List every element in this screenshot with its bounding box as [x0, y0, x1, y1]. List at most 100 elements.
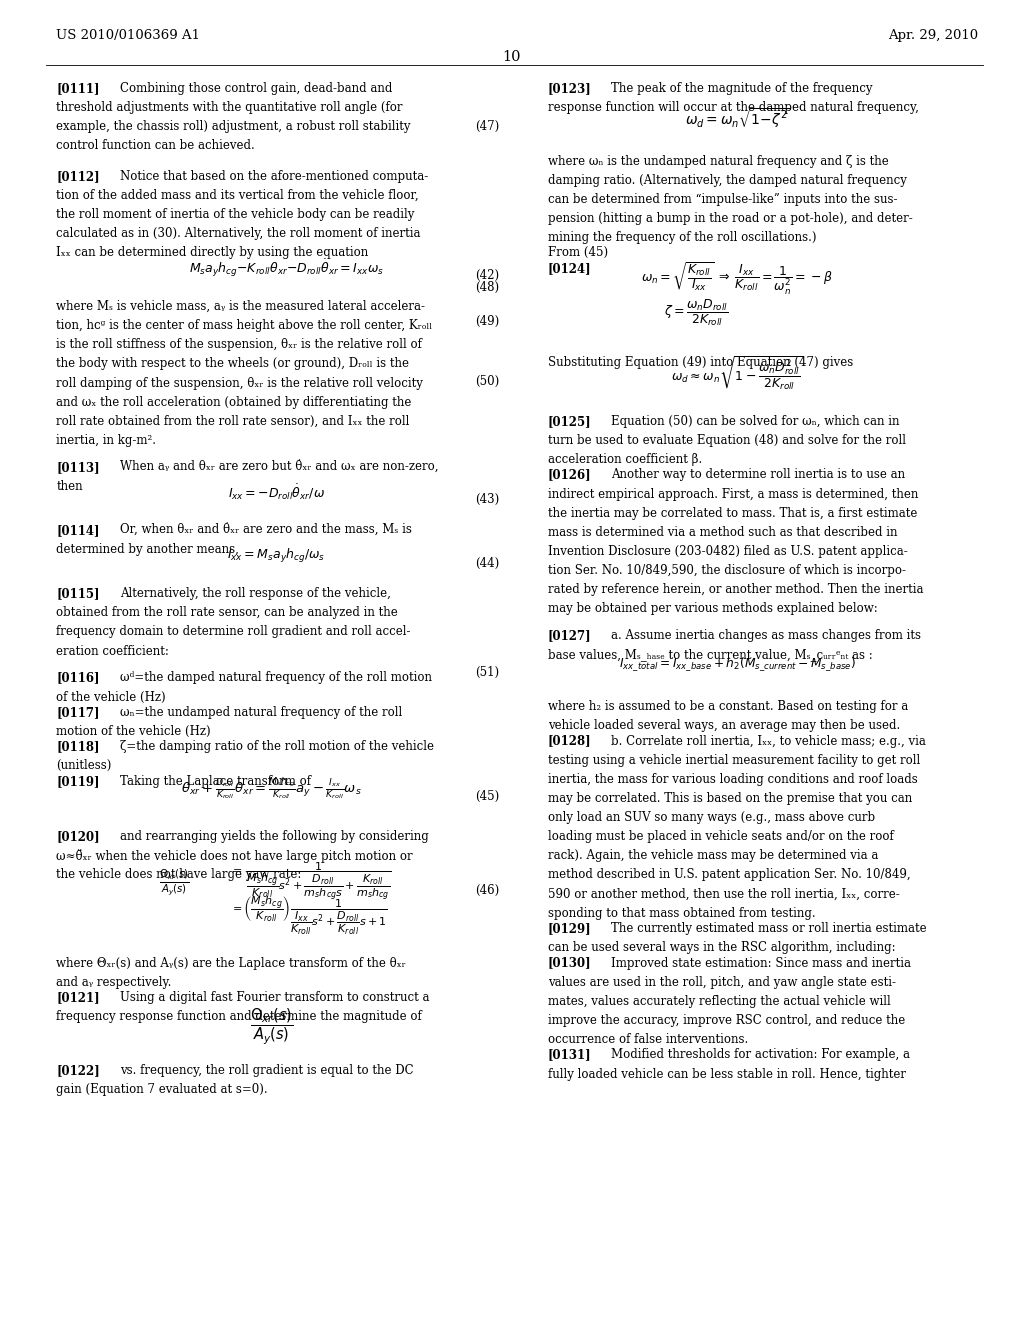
- Text: $=\left(\dfrac{M_s h_{cg}}{K_{roll}}\right)\dfrac{1}{\dfrac{I_{xx}}{K_{roll}}s^2: $=\left(\dfrac{M_s h_{cg}}{K_{roll}}\rig…: [230, 895, 388, 937]
- Text: tion Ser. No. 10/849,590, the disclosure of which is incorpo-: tion Ser. No. 10/849,590, the disclosure…: [548, 564, 906, 577]
- Text: Improved state estimation: Since mass and inertia: Improved state estimation: Since mass an…: [611, 957, 911, 969]
- Text: the inertia may be correlated to mass. That is, a first estimate: the inertia may be correlated to mass. T…: [548, 507, 918, 520]
- Text: $\dfrac{\Theta_{xr}(s)}{A_y(s)}$: $\dfrac{\Theta_{xr}(s)}{A_y(s)}$: [250, 1007, 293, 1048]
- Text: [0131]: [0131]: [548, 1048, 592, 1061]
- Text: where ωₙ is the undamped natural frequency and ζ is the: where ωₙ is the undamped natural frequen…: [548, 154, 889, 168]
- Text: values are used in the roll, pitch, and yaw angle state esti-: values are used in the roll, pitch, and …: [548, 975, 896, 989]
- Text: improve the accuracy, improve RSC control, and reduce the: improve the accuracy, improve RSC contro…: [548, 1014, 905, 1027]
- Text: $\omega_d\approx\omega_n\sqrt{1-\dfrac{\omega_n D_{roll}^2}{2K_{roll}}}$: $\omega_d\approx\omega_n\sqrt{1-\dfrac{\…: [671, 354, 804, 392]
- Text: of the vehicle (Hz): of the vehicle (Hz): [56, 690, 166, 704]
- Text: inertia, in kg-m².: inertia, in kg-m².: [56, 434, 157, 447]
- Text: ζ=the damping ratio of the roll motion of the vehicle: ζ=the damping ratio of the roll motion o…: [120, 741, 434, 754]
- Text: [0117]: [0117]: [56, 706, 99, 719]
- Text: base values, Mₛ_ₕₐₛₑ to the current value, Mₛ_ᴄᵤᵣᵣᵉₙₜ as :: base values, Mₛ_ₕₐₛₑ to the current valu…: [548, 648, 872, 661]
- Text: Combining those control gain, dead-band and: Combining those control gain, dead-band …: [120, 82, 392, 95]
- Text: [0113]: [0113]: [56, 461, 100, 474]
- Text: $I_{xx}{=}{-}D_{roll}\dot\theta_{xr}/\omega$: $I_{xx}{=}{-}D_{roll}\dot\theta_{xr}/\om…: [228, 483, 325, 502]
- Text: sponding to that mass obtained from testing.: sponding to that mass obtained from test…: [548, 907, 815, 920]
- Text: indirect empirical approach. First, a mass is determined, then: indirect empirical approach. First, a ma…: [548, 487, 919, 500]
- Text: [0130]: [0130]: [548, 957, 592, 969]
- Text: (49): (49): [475, 315, 500, 329]
- Text: testing using a vehicle inertial measurement facility to get roll: testing using a vehicle inertial measure…: [548, 754, 921, 767]
- Text: [0111]: [0111]: [56, 82, 99, 95]
- Text: inertia, the mass for various loading conditions and roof loads: inertia, the mass for various loading co…: [548, 772, 918, 785]
- Text: [0127]: [0127]: [548, 630, 592, 643]
- Text: [0120]: [0120]: [56, 830, 100, 843]
- Text: rack). Again, the vehicle mass may be determined via a: rack). Again, the vehicle mass may be de…: [548, 849, 879, 862]
- Text: [0125]: [0125]: [548, 414, 592, 428]
- Text: $I_{xx\_total}=I_{xx\_base}+h_2(M_{s\_current}-M_{s\_base})$: $I_{xx\_total}=I_{xx\_base}+h_2(M_{s\_cu…: [618, 655, 856, 673]
- Text: where Θₓᵣ(s) and Aᵧ(s) are the Laplace transform of the θₓᵣ: where Θₓᵣ(s) and Aᵧ(s) are the Laplace t…: [56, 957, 407, 969]
- Text: $\omega_d{=}\omega_n\sqrt{1{-}\zeta^2}$: $\omega_d{=}\omega_n\sqrt{1{-}\zeta^2}$: [685, 107, 790, 131]
- Text: (43): (43): [475, 494, 500, 507]
- Text: and ωₓ the roll acceleration (obtained by differentiating the: and ωₓ the roll acceleration (obtained b…: [56, 396, 412, 409]
- Text: US 2010/0106369 A1: US 2010/0106369 A1: [56, 29, 201, 42]
- Text: eration coefficient:: eration coefficient:: [56, 644, 169, 657]
- Text: the vehicle does not have large yaw rate:: the vehicle does not have large yaw rate…: [56, 869, 302, 882]
- Text: may be correlated. This is based on the premise that you can: may be correlated. This is based on the …: [548, 792, 912, 805]
- Text: mining the frequency of the roll oscillations.): mining the frequency of the roll oscilla…: [548, 231, 816, 244]
- Text: $\omega_n=\sqrt{\dfrac{K_{roll}}{I_{xx}}}\;\Rightarrow\;\dfrac{I_{xx}}{K_{roll}}: $\omega_n=\sqrt{\dfrac{K_{roll}}{I_{xx}}…: [641, 261, 834, 297]
- Text: roll damping of the suspension, θₓᵣ is the relative roll velocity: roll damping of the suspension, θₓᵣ is t…: [56, 376, 423, 389]
- Text: The peak of the magnitude of the frequency: The peak of the magnitude of the frequen…: [611, 82, 872, 95]
- Text: threshold adjustments with the quantitative roll angle (for: threshold adjustments with the quantitat…: [56, 102, 402, 114]
- Text: tion, hᴄᵍ is the center of mass height above the roll center, Kᵣₒₗₗ: tion, hᴄᵍ is the center of mass height a…: [56, 319, 432, 333]
- Text: $\zeta=\dfrac{\omega_n D_{roll}}{2K_{roll}}$: $\zeta=\dfrac{\omega_n D_{roll}}{2K_{rol…: [665, 298, 728, 329]
- Text: calculated as in (30). Alternatively, the roll moment of inertia: calculated as in (30). Alternatively, th…: [56, 227, 421, 240]
- Text: Invention Disclosure (203-0482) filed as U.S. patent applica-: Invention Disclosure (203-0482) filed as…: [548, 545, 907, 558]
- Text: fully loaded vehicle can be less stable in roll. Hence, tighter: fully loaded vehicle can be less stable …: [548, 1068, 906, 1081]
- Text: (45): (45): [475, 789, 500, 803]
- Text: acceleration coefficient β.: acceleration coefficient β.: [548, 453, 702, 466]
- Text: can be used several ways in the RSC algorithm, including:: can be used several ways in the RSC algo…: [548, 941, 895, 954]
- Text: where Mₛ is vehicle mass, aᵧ is the measured lateral accelera-: where Mₛ is vehicle mass, aᵧ is the meas…: [56, 300, 425, 313]
- Text: vehicle loaded several ways, an average may then be used.: vehicle loaded several ways, an average …: [548, 719, 900, 733]
- Text: (50): (50): [475, 375, 500, 388]
- Text: is the roll stiffness of the suspension, θₓᵣ is the relative roll of: is the roll stiffness of the suspension,…: [56, 338, 422, 351]
- Text: control function can be achieved.: control function can be achieved.: [56, 140, 255, 152]
- Text: (44): (44): [475, 557, 500, 569]
- Text: [0118]: [0118]: [56, 741, 99, 754]
- Text: Notice that based on the afore-mentioned computa-: Notice that based on the afore-mentioned…: [120, 170, 428, 183]
- Text: Iₓₓ can be determined directly by using the equation: Iₓₓ can be determined directly by using …: [56, 247, 369, 260]
- Text: where h₂ is assumed to be a constant. Based on testing for a: where h₂ is assumed to be a constant. Ba…: [548, 700, 908, 713]
- Text: [0126]: [0126]: [548, 469, 592, 482]
- Text: $\theta_{xr}+\frac{D_{roll}}{K_{roll}}\dot\theta_{xr}=\frac{M_s h_{cg}}{K_{roll}: $\theta_{xr}+\frac{D_{roll}}{K_{roll}}\d…: [181, 775, 361, 801]
- Text: damping ratio. (Alternatively, the damped natural frequency: damping ratio. (Alternatively, the dampe…: [548, 174, 906, 186]
- Text: Equation (50) can be solved for ωₙ, which can in: Equation (50) can be solved for ωₙ, whic…: [611, 414, 900, 428]
- Text: a. Assume inertia changes as mass changes from its: a. Assume inertia changes as mass change…: [611, 630, 922, 643]
- Text: vs. frequency, the roll gradient is equal to the DC: vs. frequency, the roll gradient is equa…: [120, 1064, 414, 1077]
- Text: only load an SUV so many ways (e.g., mass above curb: only load an SUV so many ways (e.g., mas…: [548, 810, 874, 824]
- Text: Modified thresholds for activation: For example, a: Modified thresholds for activation: For …: [611, 1048, 910, 1061]
- Text: ωᵈ=the damped natural frequency of the roll motion: ωᵈ=the damped natural frequency of the r…: [120, 672, 432, 684]
- Text: [0114]: [0114]: [56, 524, 99, 537]
- Text: $\frac{\Theta_{xr}(s)}{A_y(s)}$: $\frac{\Theta_{xr}(s)}{A_y(s)}$: [159, 867, 189, 896]
- Text: then: then: [56, 480, 83, 492]
- Text: Apr. 29, 2010: Apr. 29, 2010: [888, 29, 978, 42]
- Text: (unitless): (unitless): [56, 759, 112, 772]
- Text: turn be used to evaluate Equation (48) and solve for the roll: turn be used to evaluate Equation (48) a…: [548, 434, 906, 447]
- Text: [0124]: [0124]: [548, 261, 592, 275]
- Text: and rearranging yields the following by considering: and rearranging yields the following by …: [120, 830, 429, 843]
- Text: and aᵧ respectively.: and aᵧ respectively.: [56, 975, 172, 989]
- Text: Alternatively, the roll response of the vehicle,: Alternatively, the roll response of the …: [120, 587, 391, 601]
- Text: mates, values accurately reflecting the actual vehicle will: mates, values accurately reflecting the …: [548, 995, 891, 1007]
- Text: the roll moment of inertia of the vehicle body can be readily: the roll moment of inertia of the vehicl…: [56, 209, 415, 222]
- Text: [0116]: [0116]: [56, 672, 99, 684]
- Text: frequency response function and determine the magnitude of: frequency response function and determin…: [56, 1010, 422, 1023]
- Text: can be determined from “impulse-like” inputs into the sus-: can be determined from “impulse-like” in…: [548, 193, 897, 206]
- Text: pension (hitting a bump in the road or a pot-hole), and deter-: pension (hitting a bump in the road or a…: [548, 213, 912, 224]
- Text: obtained from the roll rate sensor, can be analyzed in the: obtained from the roll rate sensor, can …: [56, 606, 398, 619]
- Text: b. Correlate roll inertia, Iₓₓ, to vehicle mass; e.g., via: b. Correlate roll inertia, Iₓₓ, to vehic…: [611, 734, 926, 747]
- Text: From (45): From (45): [548, 247, 608, 260]
- Text: $I_{xx}{=}M_s a_y h_{cg}/\omega_s$: $I_{xx}{=}M_s a_y h_{cg}/\omega_s$: [227, 546, 326, 565]
- Text: frequency domain to determine roll gradient and roll accel-: frequency domain to determine roll gradi…: [56, 626, 411, 639]
- Text: When aᵧ and θₓᵣ are zero but θ̇ₓᵣ and ωₓ are non-zero,: When aᵧ and θₓᵣ are zero but θ̇ₓᵣ and ωₓ…: [120, 461, 438, 474]
- Text: response function will occur at the damped natural frequency,: response function will occur at the damp…: [548, 102, 919, 114]
- Text: determined by another means,: determined by another means,: [56, 543, 240, 556]
- Text: occurrence of false interventions.: occurrence of false interventions.: [548, 1034, 749, 1045]
- Text: [0123]: [0123]: [548, 82, 592, 95]
- Text: 10: 10: [503, 50, 521, 65]
- Text: rated by reference herein, or another method. Then the inertia: rated by reference herein, or another me…: [548, 583, 924, 597]
- Text: Using a digital fast Fourier transform to construct a: Using a digital fast Fourier transform t…: [120, 991, 429, 1005]
- Text: motion of the vehicle (Hz): motion of the vehicle (Hz): [56, 725, 211, 738]
